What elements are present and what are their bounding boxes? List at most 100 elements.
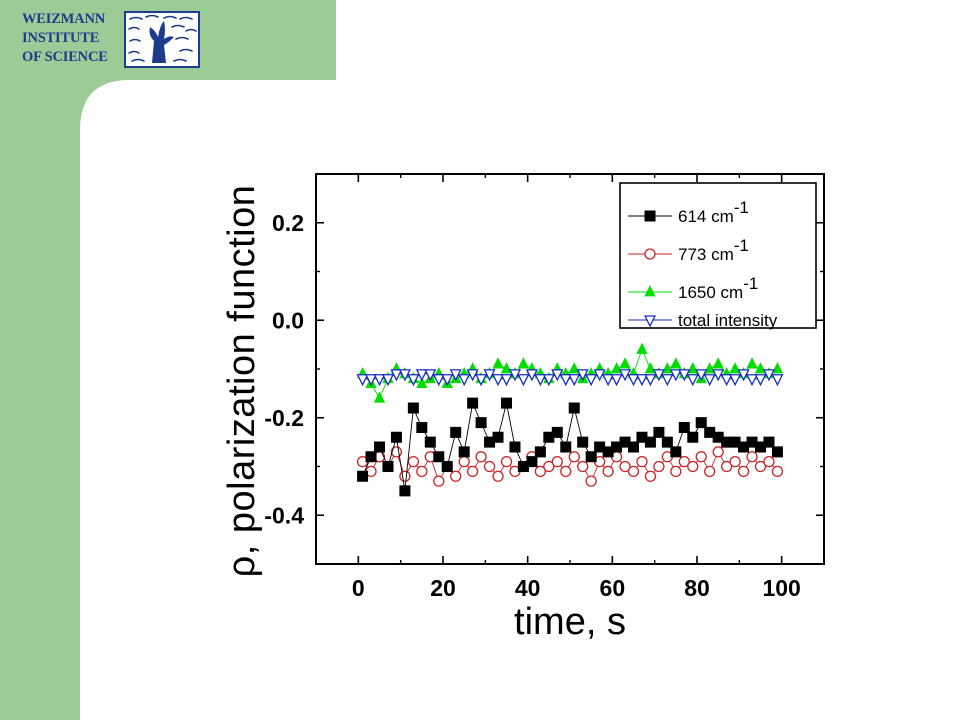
- data-point: [771, 362, 784, 374]
- data-point: [433, 475, 445, 487]
- data-point: [610, 362, 623, 374]
- data-point: [416, 376, 428, 389]
- data-point: [644, 436, 656, 448]
- data-point: [636, 342, 648, 354]
- data-point: [636, 455, 648, 468]
- data-point: [771, 446, 783, 458]
- data-point: [458, 446, 470, 458]
- legend-marker: [643, 315, 657, 328]
- data-point: [720, 460, 733, 473]
- data-point: [712, 446, 724, 458]
- data-point: [577, 460, 589, 473]
- data-point: [602, 465, 614, 478]
- data-point: [458, 374, 471, 387]
- data-point: [652, 369, 665, 382]
- institute-emblem-icon: [124, 11, 200, 68]
- data-point: [746, 451, 758, 463]
- data-point: [644, 362, 657, 374]
- data-point: [568, 451, 580, 463]
- data-point: [466, 465, 479, 478]
- data-point: [585, 475, 597, 487]
- data-point: [407, 374, 420, 387]
- data-point: [381, 374, 395, 387]
- y-axis-label: ρ, polarization function: [221, 185, 263, 578]
- data-point: [771, 465, 784, 478]
- legend-label-superscript: -1: [734, 236, 749, 255]
- y-tick-label: -0.2: [264, 405, 304, 431]
- data-point: [627, 465, 640, 478]
- data-point: [686, 374, 699, 387]
- data-point: [543, 460, 555, 473]
- data-point: [644, 374, 657, 387]
- data-point: [670, 446, 682, 458]
- data-point: [619, 460, 631, 473]
- data-point: [500, 455, 513, 468]
- data-point: [492, 470, 504, 482]
- logo-line-1: WEIZMANN: [22, 11, 105, 27]
- x-tick-label: 0: [352, 575, 365, 601]
- data-point: [695, 369, 708, 382]
- data-point: [661, 362, 674, 374]
- data-point: [737, 465, 750, 478]
- data-point: [373, 391, 386, 403]
- data-point: [746, 357, 758, 369]
- data-point: [669, 369, 682, 382]
- data-point: [491, 374, 505, 387]
- data-point: [517, 357, 530, 369]
- data-point: [585, 374, 598, 387]
- data-point: [475, 451, 487, 463]
- data-point: [695, 417, 707, 429]
- data-point: [475, 374, 488, 387]
- legend-marker: [644, 210, 656, 222]
- data-point: [551, 426, 563, 438]
- data-point: [729, 455, 741, 468]
- data-point: [492, 357, 504, 369]
- data-point: [585, 451, 597, 463]
- data-point: [568, 402, 580, 414]
- data-point: [745, 374, 759, 387]
- data-point: [762, 369, 776, 382]
- legend-label-superscript: -1: [743, 274, 758, 293]
- data-point: [763, 455, 775, 468]
- data-point: [670, 465, 682, 478]
- data-point: [449, 369, 462, 382]
- data-point: [415, 369, 428, 382]
- data-point: [712, 357, 724, 369]
- data-point: [483, 460, 496, 473]
- data-point: [399, 485, 411, 497]
- data-point: [433, 451, 445, 463]
- data-point: [483, 369, 496, 382]
- data-point: [644, 470, 657, 482]
- data-point: [678, 369, 691, 382]
- legend-label: total intensity: [678, 311, 778, 330]
- data-point: [551, 455, 563, 468]
- data-point: [678, 455, 690, 468]
- data-point: [628, 441, 639, 453]
- data-point: [678, 422, 690, 433]
- series-1: [356, 446, 784, 487]
- legend-marker: [644, 285, 656, 297]
- data-point: [390, 369, 403, 382]
- data-point: [576, 369, 589, 382]
- x-tick-label: 40: [515, 575, 541, 601]
- data-point: [526, 456, 538, 468]
- data-point: [577, 436, 589, 448]
- data-point: [424, 436, 436, 448]
- data-point: [729, 362, 741, 374]
- x-tick-label: 60: [600, 575, 626, 601]
- data-point: [703, 374, 716, 387]
- data-point: [754, 362, 767, 374]
- data-point: [364, 374, 378, 387]
- data-point: [618, 369, 632, 382]
- data-point: [390, 431, 402, 443]
- data-point: [450, 470, 462, 482]
- data-point: [500, 374, 513, 387]
- data-point: [560, 465, 572, 478]
- data-point: [720, 374, 733, 387]
- data-point: [653, 426, 665, 438]
- data-point: [373, 374, 386, 387]
- data-point: [771, 374, 784, 387]
- data-point: [610, 374, 623, 387]
- x-tick-label: 20: [430, 575, 456, 601]
